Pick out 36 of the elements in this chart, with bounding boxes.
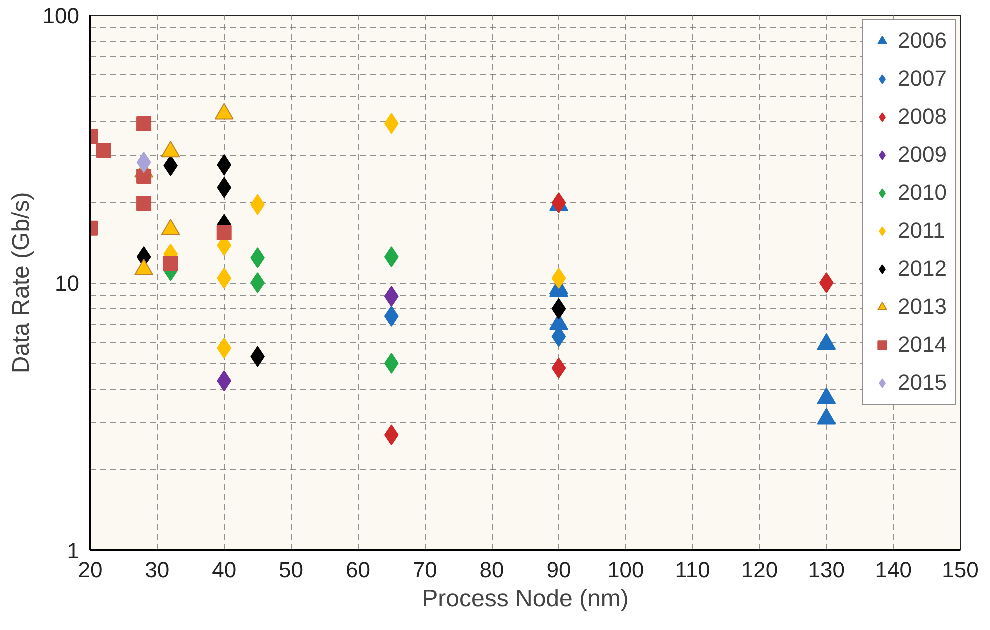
- x-tick-label: 20: [78, 558, 103, 582]
- legend-label: 2013: [898, 294, 947, 320]
- legend-label: 2014: [898, 332, 947, 358]
- x-tick-label: 80: [480, 558, 504, 582]
- x-tick-label: 50: [279, 558, 304, 582]
- y-tick-label: 100: [42, 4, 80, 28]
- point: [136, 169, 152, 184]
- x-tick-label: 40: [212, 558, 237, 582]
- x-tick-label: 60: [346, 558, 370, 582]
- legend-label: 2008: [898, 104, 947, 130]
- point: [819, 272, 834, 294]
- legend-label: 2010: [898, 180, 947, 206]
- legend-label: 2009: [898, 142, 947, 168]
- y-tick-label: 1: [67, 538, 80, 564]
- x-axis-title: Process Node (nm): [422, 586, 629, 612]
- point: [163, 256, 178, 272]
- point: [216, 225, 232, 240]
- x-tick-label: 70: [412, 558, 438, 582]
- x-tick-label: 90: [546, 558, 572, 582]
- point: [96, 142, 112, 158]
- point: [136, 116, 152, 132]
- legend-label: 2007: [898, 66, 947, 92]
- x-tick-label: 100: [608, 558, 644, 582]
- legend-label: 2006: [898, 28, 947, 54]
- y-tick-label: 10: [55, 271, 80, 296]
- x-tick-label: 30: [145, 558, 170, 582]
- legend-label: 2012: [898, 256, 947, 282]
- x-tick-label: 130: [808, 558, 846, 582]
- point: [136, 196, 152, 212]
- x-tick-label: 140: [875, 558, 912, 582]
- x-tick-label: 120: [741, 558, 778, 582]
- x-tick-label: 150: [942, 558, 979, 582]
- x-tick-label: 110: [675, 558, 710, 582]
- y-axis-title: Data Rate (Gb/s): [8, 192, 35, 374]
- legend-label: 2015: [898, 370, 947, 396]
- legend-label: 2011: [898, 218, 946, 244]
